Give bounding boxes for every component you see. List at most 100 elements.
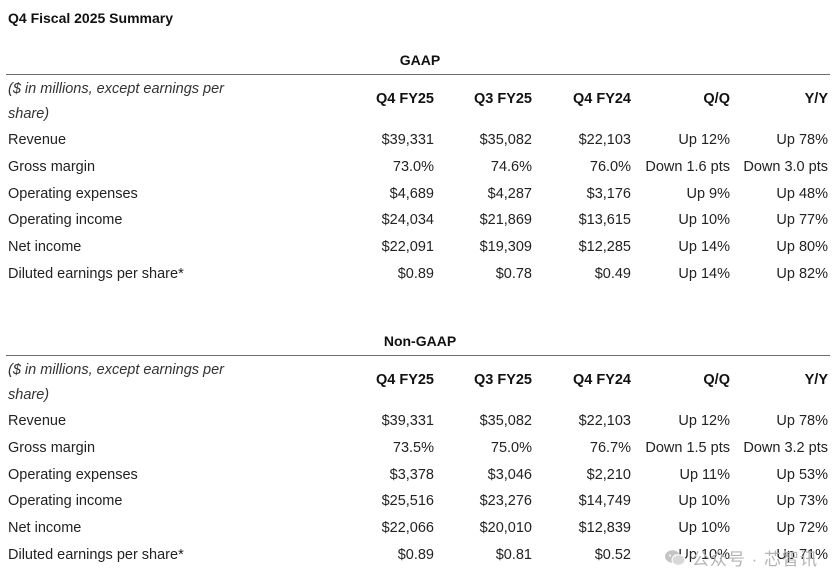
table-cell: $2,210 xyxy=(586,466,631,483)
table-row: Net income $22,091 $19,309 $12,285 Up 14% Up … xyxy=(6,234,830,261)
row-label: Diluted earnings per share* xyxy=(8,266,184,282)
table-cell: $25,516 xyxy=(381,493,434,510)
table-cell: $14,749 xyxy=(578,493,631,510)
column-header: Q3 FY25 xyxy=(473,91,532,107)
column-header: Y/Y xyxy=(804,91,828,107)
table-cell: Up 14% xyxy=(678,239,730,256)
table-cell: 76.7% xyxy=(589,439,631,456)
column-header: Q3 FY25 xyxy=(473,372,532,388)
table-cell: Up 78% xyxy=(776,132,828,148)
table-cell: Up 10% xyxy=(678,493,730,510)
section-divider xyxy=(6,355,830,356)
table-cell: $3,176 xyxy=(586,185,631,202)
table-cell: Up 10% xyxy=(678,520,730,537)
table-cell: $20,010 xyxy=(479,520,532,537)
row-label: Operating income xyxy=(8,493,123,510)
table-cell: Up 78% xyxy=(776,413,828,429)
units-note: ($ in millions, except earnings per shar… xyxy=(8,362,224,403)
row-label: Operating income xyxy=(8,212,123,229)
table-row: Gross margin 73.0% 74.6% 76.0% Down 1.6 pts D… xyxy=(6,154,830,181)
table-row: Gross margin 73.5% 75.0% 76.7% Down 1.5 pts D… xyxy=(6,435,830,462)
table-cell: $0.52 xyxy=(594,547,631,563)
table-cell: $21,869 xyxy=(479,212,532,229)
table-cell: $39,331 xyxy=(381,132,434,148)
table-cell: Up 82% xyxy=(776,266,828,282)
column-header: Y/Y xyxy=(804,372,828,388)
table-cell: Down 1.5 pts xyxy=(645,439,730,456)
table-cell: Up 12% xyxy=(678,413,730,429)
table-row: Operating income $24,034 $21,869 $13,615 Up … xyxy=(6,207,830,234)
table-row: Revenue $39,331 $35,082 $22,103 Up 12% Up 78% xyxy=(6,127,830,154)
table-cell: $22,103 xyxy=(578,132,631,148)
table-cell: $0.81 xyxy=(495,547,532,563)
table-cell: $0.89 xyxy=(397,547,434,563)
row-label: Revenue xyxy=(8,413,67,429)
table-cell: Up 71% xyxy=(776,547,828,563)
table-row: Net income $22,066 $20,010 $12,839 Up 10% Up … xyxy=(6,515,830,542)
table-cell: Up 77% xyxy=(776,212,828,229)
section-gaap: GAAP ($ in millions, except earnings per … xyxy=(6,52,830,292)
units-note: ($ in millions, except earnings per shar… xyxy=(8,81,224,122)
table-cell: Up 72% xyxy=(776,520,828,537)
table-cell: 76.0% xyxy=(589,158,631,175)
section-title: Non-GAAP xyxy=(383,333,457,349)
table-cell: $0.78 xyxy=(495,266,532,282)
section-non-gaap: Non-GAAP ($ in millions, except earnings … xyxy=(6,333,830,573)
table-cell: $13,615 xyxy=(578,212,631,229)
watermark-text: 公众号 · 芯智讯 xyxy=(691,550,818,569)
section-divider xyxy=(6,74,830,75)
row-label: Net income xyxy=(8,239,82,256)
table-cell: $23,276 xyxy=(479,493,532,510)
table-row: Operating expenses $4,689 $4,287 $3,176 Up 9… xyxy=(6,181,830,208)
table-cell: 73.0% xyxy=(392,158,434,175)
table-cell: $22,091 xyxy=(381,239,434,256)
table-row: Diluted earnings per share* $0.89 $0.81 $0.… xyxy=(6,542,830,569)
column-header: Q4 FY25 xyxy=(375,91,434,107)
table-cell: Down 3.0 pts xyxy=(743,158,828,175)
table-cell: 74.6% xyxy=(490,158,532,175)
table-cell: Down 3.2 pts xyxy=(743,439,828,456)
row-label: Net income xyxy=(8,520,82,537)
table-cell: $4,287 xyxy=(487,185,532,202)
table-cell: $24,034 xyxy=(381,212,434,229)
table-row: Diluted earnings per share* $0.89 $0.78 $0.… xyxy=(6,261,830,288)
watermark: 公众号 · 芯智讯 xyxy=(664,545,818,570)
table-cell: $35,082 xyxy=(479,132,532,148)
table-cell: Up 12% xyxy=(678,132,730,148)
table-cell: $19,309 xyxy=(479,239,532,256)
table-cell: $4,689 xyxy=(389,185,434,202)
column-header: Q/Q xyxy=(703,372,730,388)
table-cell: Up 10% xyxy=(678,212,730,229)
table-cell: $0.49 xyxy=(594,266,631,282)
column-header: Q/Q xyxy=(703,91,730,107)
table-cell: $3,046 xyxy=(487,466,532,483)
table-cell: $35,082 xyxy=(479,413,532,429)
table-cell: Up 80% xyxy=(776,239,828,256)
column-header: Q4 FY24 xyxy=(572,372,631,388)
table-cell: $0.89 xyxy=(397,266,434,282)
table-cell: $22,066 xyxy=(381,520,434,537)
section-title: GAAP xyxy=(399,52,441,68)
table-cell: $12,839 xyxy=(578,520,631,537)
table-row: Operating income $25,516 $23,276 $14,749 Up … xyxy=(6,488,830,515)
page-title: Q4 Fiscal 2025 Summary xyxy=(8,10,173,26)
table-cell: $39,331 xyxy=(381,413,434,429)
wechat-icon xyxy=(664,549,686,566)
row-label: Gross margin xyxy=(8,439,96,456)
row-label: Diluted earnings per share* xyxy=(8,547,184,563)
table-cell: $3,378 xyxy=(389,466,434,483)
table-row: Revenue $39,331 $35,082 $22,103 Up 12% Up 78% xyxy=(6,408,830,435)
row-label: Gross margin xyxy=(8,158,96,175)
row-label: Operating expenses xyxy=(8,466,138,483)
table-cell: Up 9% xyxy=(686,185,730,202)
table-cell: Up 53% xyxy=(776,466,828,483)
column-header: Q4 FY25 xyxy=(375,372,434,388)
table-cell: Down 1.6 pts xyxy=(645,158,730,175)
row-label: Operating expenses xyxy=(8,185,138,202)
table-cell: Up 11% xyxy=(679,466,730,483)
column-header: Q4 FY24 xyxy=(572,91,631,107)
table-cell: Up 14% xyxy=(678,266,730,282)
table-row: Operating expenses $3,378 $3,046 $2,210 Up 1… xyxy=(6,462,830,489)
table-cell: 73.5% xyxy=(392,439,434,456)
table-cell: Up 10% xyxy=(678,547,730,563)
